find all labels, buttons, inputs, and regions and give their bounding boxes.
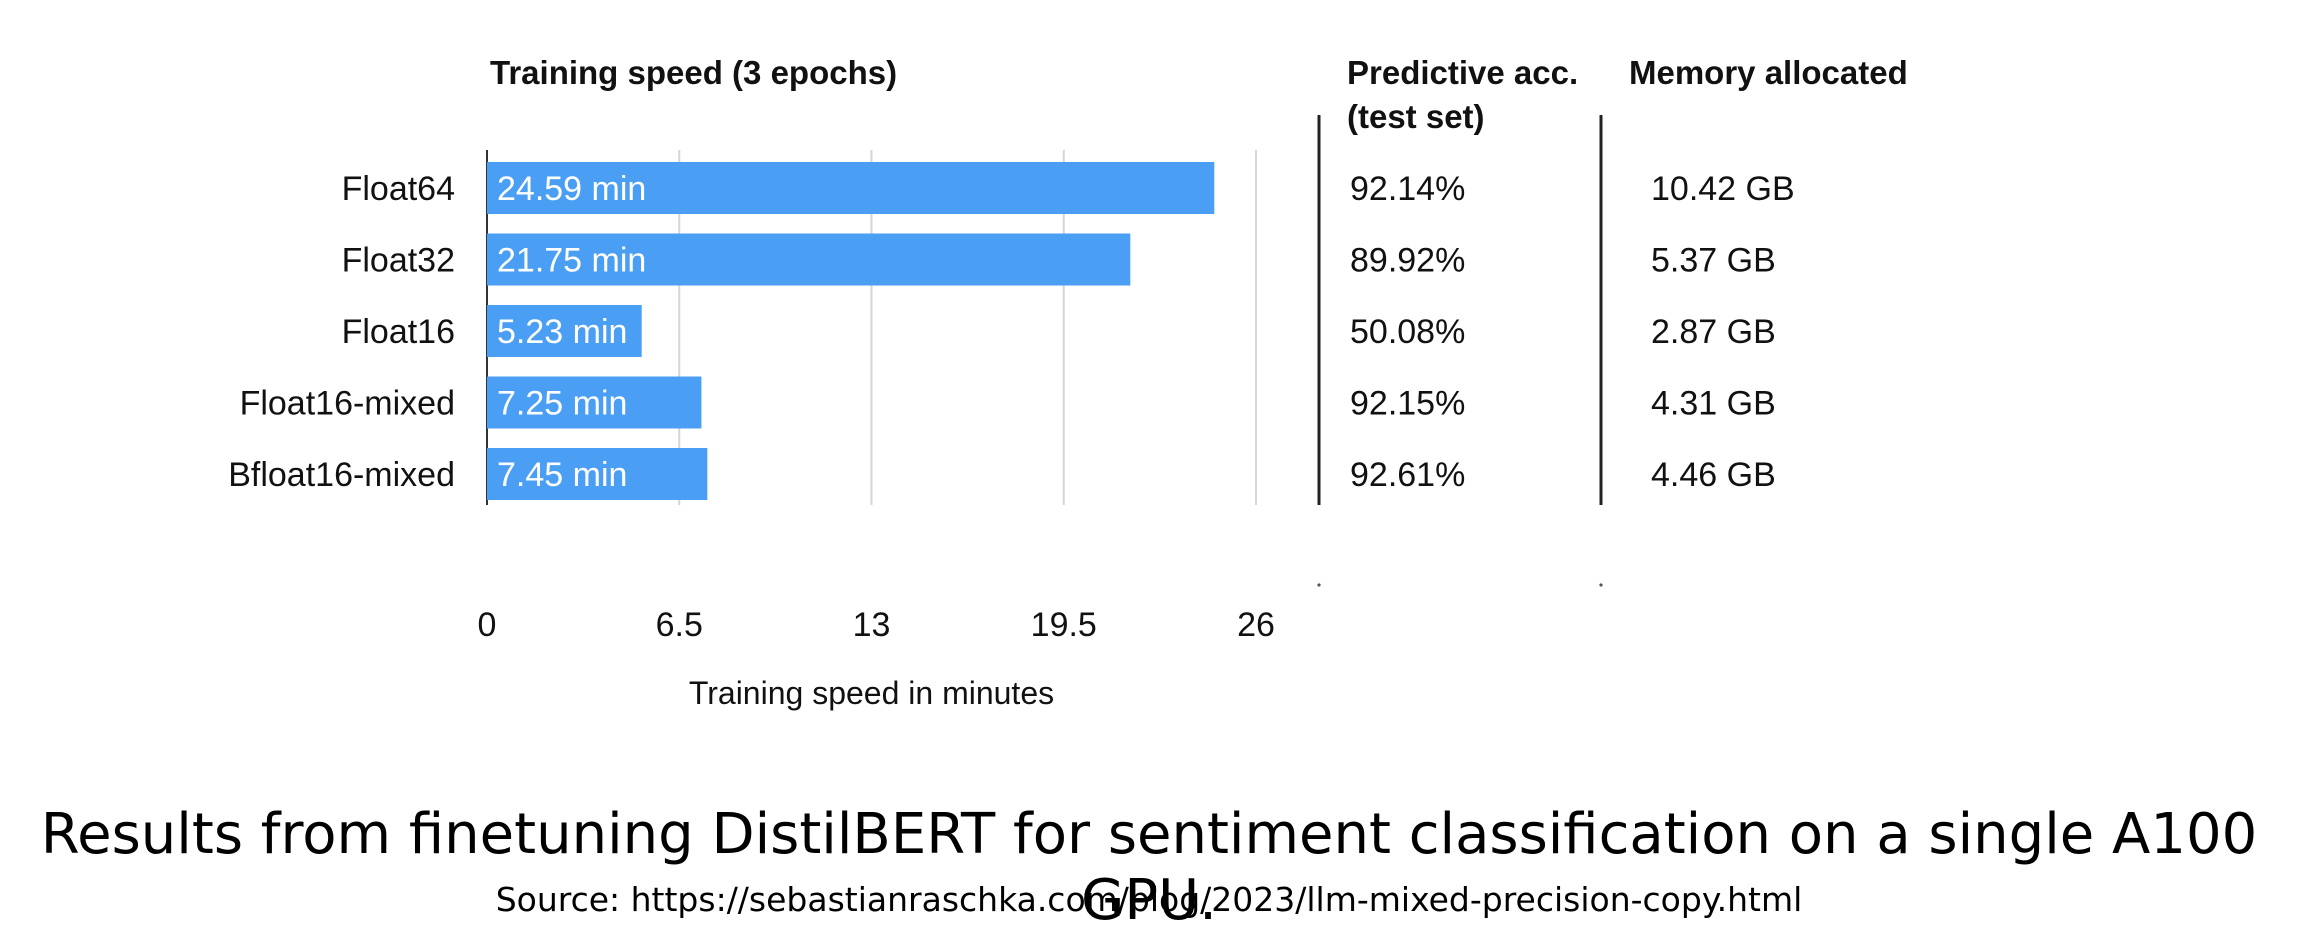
table-cell-predictive-acc-float16: 50.08%	[1350, 313, 1465, 351]
table-header-predictive-acc-line-2: (test set)	[1347, 98, 1485, 135]
table-header-memory-allocated-line-1: Memory allocated	[1629, 54, 1908, 91]
bar-bfloat16-mixed	[487, 448, 708, 500]
chart-title: Training speed (3 epochs)	[490, 54, 897, 91]
figure-source: Source: https://sebastianraschka.com/blo…	[495, 880, 1803, 919]
bar-float16-mixed	[487, 376, 702, 429]
side-table: Predictive acc. (test set) 92.14% 89.92% 50.…	[1317, 54, 1908, 587]
x-tick-19-5: 19.5	[1031, 606, 1097, 644]
x-tick-26: 26	[1237, 606, 1275, 644]
x-tick-13: 13	[853, 606, 891, 644]
data-label-bfloat16-mixed: 7.45 min	[497, 456, 627, 494]
table-cell-predictive-acc-float16-mixed: 92.15%	[1350, 385, 1465, 423]
bar-float32	[487, 233, 1131, 286]
data-label-float16-mixed: 7.25 min	[497, 385, 627, 423]
category-label-float32: Float32	[342, 242, 455, 280]
category-label-float64: Float64	[342, 170, 455, 208]
table-cell-predictive-acc-bfloat16-mixed: 92.61%	[1350, 456, 1465, 494]
table-cell-predictive-acc-float64: 92.14%	[1350, 170, 1465, 208]
data-label-float32: 21.75 min	[497, 242, 646, 280]
table-cell-memory-allocated-bfloat16-mixed: 4.46 GB	[1651, 456, 1776, 494]
bar-chart: Float64 24.59 min Float32 21.75 min Float16 5…	[228, 54, 1908, 711]
figure-caption: Results from finetuning DistilBERT for s…	[40, 802, 2258, 933]
table-header-predictive-acc-line-1: Predictive acc.	[1347, 54, 1578, 91]
category-label-float16: Float16	[342, 313, 455, 351]
data-label-float16: 5.23 min	[497, 313, 627, 351]
category-label-float16-mixed: Float16-mixed	[240, 385, 455, 423]
bars	[487, 162, 1215, 500]
table-cell-memory-allocated-float64: 10.42 GB	[1651, 170, 1795, 208]
bar-float16	[487, 305, 642, 357]
table-cell-memory-allocated-float16-mixed: 4.31 GB	[1651, 385, 1776, 423]
x-tick-6-5: 6.5	[656, 606, 703, 644]
x-tick-0: 0	[478, 606, 497, 644]
labels: Float64 24.59 min Float32 21.75 min Float16 5…	[228, 54, 1275, 711]
category-label-bfloat16-mixed: Bfloat16-mixed	[228, 456, 455, 494]
data-label-float64: 24.59 min	[497, 170, 646, 208]
table-cell-predictive-acc-float32: 89.92%	[1350, 242, 1465, 280]
bar-float64	[487, 162, 1215, 214]
table-cell-memory-allocated-float16: 2.87 GB	[1651, 313, 1776, 351]
table-divider-dot-memory-allocated	[1599, 583, 1603, 587]
x-axis-label: Training speed in minutes	[689, 675, 1054, 711]
table-divider-dot-predictive-acc	[1317, 583, 1321, 587]
table-cell-memory-allocated-float32: 5.37 GB	[1651, 242, 1776, 280]
